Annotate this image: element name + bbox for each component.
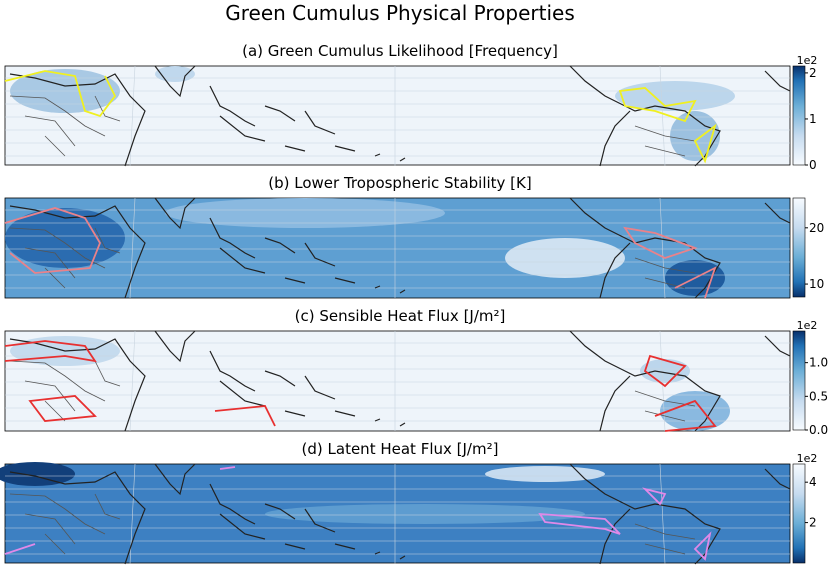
- colorbar: [792, 197, 806, 298]
- panel-title: (c) Sensible Heat Flux [J/m²]: [295, 307, 506, 325]
- map-b: [4, 197, 791, 299]
- colorbar: [792, 463, 806, 564]
- map-c: [4, 330, 791, 432]
- colorbar-tick-label: 2: [809, 516, 817, 530]
- colorbar-scale-label: 1e2: [797, 452, 818, 465]
- panel-title: (d) Latent Heat Flux [J/m²]: [302, 440, 499, 458]
- colorbar-tick-label: 0: [809, 158, 817, 172]
- panel-title: (a) Green Cumulus Likelihood [Frequency]: [242, 42, 558, 60]
- colorbar-tick-label: 2: [809, 66, 817, 80]
- colorbar: [792, 330, 806, 431]
- colorbar-tick-label: 1: [809, 112, 817, 126]
- figure-title: Green Cumulus Physical Properties: [225, 1, 575, 25]
- colorbar-tick-label: 0.5: [809, 389, 828, 403]
- panel-title: (b) Lower Tropospheric Stability [K]: [268, 174, 531, 192]
- colorbar: [792, 65, 806, 166]
- colorbar-scale-label: 1e2: [797, 319, 818, 332]
- colorbar-tick-label: 0.0: [809, 423, 828, 437]
- colorbar-tick-label: 4: [809, 475, 817, 489]
- map-d: [0, 462, 791, 565]
- colorbar-tick-label: 1.0: [809, 356, 828, 370]
- colorbar-tick-label: 10: [809, 277, 824, 291]
- colorbar-tick-label: 20: [809, 221, 824, 235]
- colorbar-scale-label: 1e2: [797, 54, 818, 67]
- map-a: [4, 65, 791, 167]
